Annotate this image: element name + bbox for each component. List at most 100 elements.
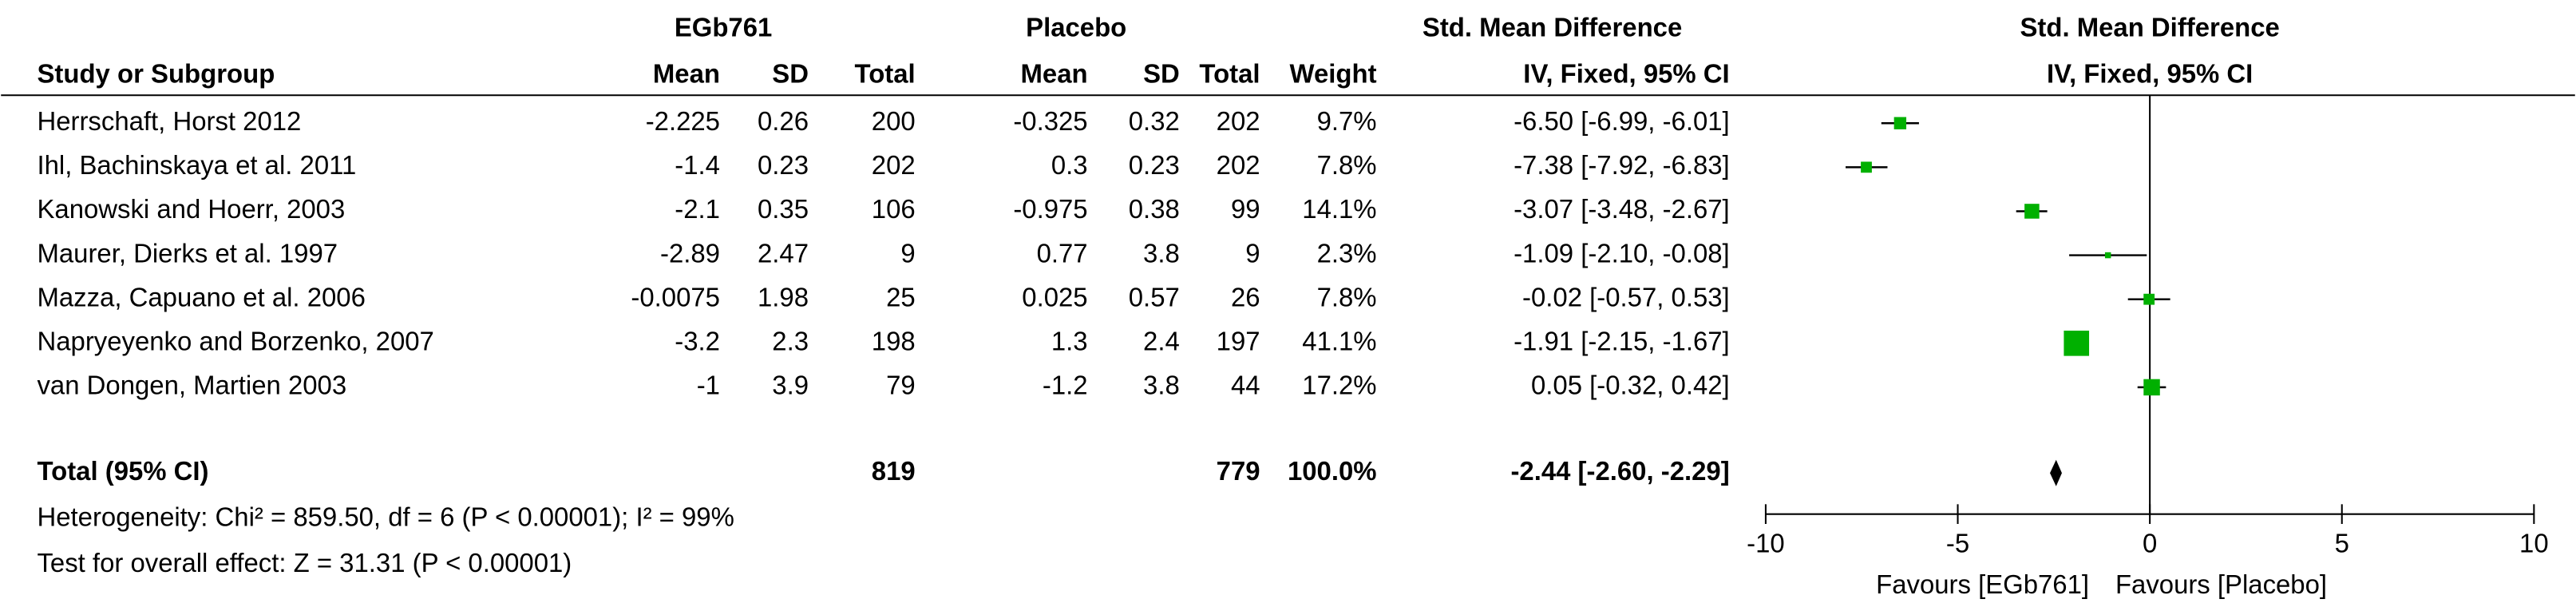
cell: -1.91 [-2.15, -1.67] xyxy=(1514,326,1730,355)
cell: -0.0075 xyxy=(631,282,720,311)
x-tick-label: 0 xyxy=(2143,528,2157,557)
group-header: Std. Mean Difference xyxy=(1423,13,1682,42)
cell: 3.8 xyxy=(1143,371,1180,400)
cell: -2.225 xyxy=(646,106,720,136)
cell: 0.23 xyxy=(1129,150,1180,180)
cell: -1 xyxy=(697,371,720,400)
x-tick-label: 5 xyxy=(2335,528,2349,557)
cell: -2.89 xyxy=(660,238,720,268)
plot-title: Std. Mean Difference xyxy=(2020,13,2279,42)
column-header: Mean xyxy=(1021,58,1088,88)
cell: 0.32 xyxy=(1129,106,1180,136)
total-cell: Total (95% CI) xyxy=(37,456,208,486)
cell: 197 xyxy=(1217,326,1260,355)
cell: -1.09 [-2.10, -0.08] xyxy=(1514,238,1730,268)
cell: van Dongen, Martien 2003 xyxy=(37,371,346,400)
cell: 2.47 xyxy=(758,238,809,268)
effect-square xyxy=(2143,293,2155,305)
plot-subtitle: IV, Fixed, 95% CI xyxy=(2047,58,2253,88)
cell: 25 xyxy=(886,282,916,311)
x-tick-label: -5 xyxy=(1946,528,1969,557)
cell: 9 xyxy=(900,238,915,268)
cell: 0.3 xyxy=(1051,150,1088,180)
cell: Napryeyenko and Borzenko, 2007 xyxy=(37,326,433,355)
group-header: EGb761 xyxy=(675,13,773,42)
effect-square xyxy=(1893,117,1907,129)
cell: 26 xyxy=(1231,282,1260,311)
cell: 2.4 xyxy=(1143,326,1180,355)
column-header: Study or Subgroup xyxy=(37,58,275,88)
cell: 79 xyxy=(886,371,916,400)
total-cell: 779 xyxy=(1217,456,1260,486)
column-header: SD xyxy=(772,58,809,88)
column-header: Mean xyxy=(653,58,720,88)
cell: -2.1 xyxy=(675,194,720,224)
cell: -1.2 xyxy=(1043,371,1088,400)
cell: 1.3 xyxy=(1051,326,1088,355)
cell: 0.05 [-0.32, 0.42] xyxy=(1531,371,1730,400)
x-tick-label: 10 xyxy=(2519,528,2549,557)
effect-square xyxy=(2143,379,2160,396)
column-header: Total xyxy=(1199,58,1260,88)
cell: 106 xyxy=(872,194,916,224)
cell: 200 xyxy=(872,106,916,136)
total-cell: -2.44 [-2.60, -2.29] xyxy=(1510,456,1729,486)
total-cell: 819 xyxy=(872,456,916,486)
heterogeneity: Heterogeneity: Chi² = 859.50, df = 6 (P … xyxy=(37,502,734,532)
cell: 44 xyxy=(1231,371,1260,400)
cell: 99 xyxy=(1231,194,1260,224)
effect-square xyxy=(2024,204,2040,219)
total-diamond xyxy=(2050,459,2062,486)
group-header: Placebo xyxy=(1026,13,1126,42)
column-header: Weight xyxy=(1290,58,1377,88)
cell: 0.38 xyxy=(1129,194,1180,224)
overall-effect: Test for overall effect: Z = 31.31 (P < … xyxy=(37,548,572,577)
cell: -3.2 xyxy=(675,326,720,355)
effect-square xyxy=(1861,161,1872,173)
cell: Mazza, Capuano et al. 2006 xyxy=(37,282,365,311)
cell: Kanowski and Hoerr, 2003 xyxy=(37,194,345,224)
cell: 7.8% xyxy=(1317,150,1377,180)
cell: Ihl, Bachinskaya et al. 2011 xyxy=(37,150,356,180)
cell: -6.50 [-6.99, -6.01] xyxy=(1514,106,1730,136)
effect-square xyxy=(2104,252,2111,259)
cell: -7.38 [-7.92, -6.83] xyxy=(1514,150,1730,180)
cell: Maurer, Dierks et al. 1997 xyxy=(37,238,338,268)
cell: 0.025 xyxy=(1022,282,1087,311)
favours-left: Favours [EGb761] xyxy=(1876,569,2089,599)
cell: 2.3 xyxy=(772,326,809,355)
cell: 0.35 xyxy=(758,194,809,224)
column-header: SD xyxy=(1143,58,1180,88)
cell: 3.9 xyxy=(772,371,809,400)
cell: 202 xyxy=(1217,106,1260,136)
cell: 1.98 xyxy=(758,282,809,311)
cell: 9 xyxy=(1245,238,1260,268)
cell: -0.02 [-0.57, 0.53] xyxy=(1522,282,1730,311)
column-header: Total xyxy=(855,58,916,88)
cell: 41.1% xyxy=(1302,326,1376,355)
cell: 14.1% xyxy=(1302,194,1376,224)
cell: 2.3% xyxy=(1317,238,1377,268)
cell: 0.77 xyxy=(1037,238,1088,268)
cell: -0.325 xyxy=(1013,106,1087,136)
cell: Herrschaft, Horst 2012 xyxy=(37,106,301,136)
cell: 0.26 xyxy=(758,106,809,136)
cell: 0.57 xyxy=(1129,282,1180,311)
effect-square xyxy=(2064,330,2090,356)
cell: 17.2% xyxy=(1302,371,1376,400)
column-header: IV, Fixed, 95% CI xyxy=(1523,58,1729,88)
cell: 0.23 xyxy=(758,150,809,180)
favours-right: Favours [Placebo] xyxy=(2115,569,2327,599)
cell: 202 xyxy=(1217,150,1260,180)
total-cell: 100.0% xyxy=(1288,456,1377,486)
cell: 7.8% xyxy=(1317,282,1377,311)
cell: -3.07 [-3.48, -2.67] xyxy=(1514,194,1730,224)
cell: -0.975 xyxy=(1013,194,1087,224)
cell: 3.8 xyxy=(1143,238,1180,268)
x-tick-label: -10 xyxy=(1747,528,1785,557)
cell: 9.7% xyxy=(1317,106,1377,136)
cell: 202 xyxy=(872,150,916,180)
cell: -1.4 xyxy=(675,150,720,180)
cell: 198 xyxy=(872,326,916,355)
